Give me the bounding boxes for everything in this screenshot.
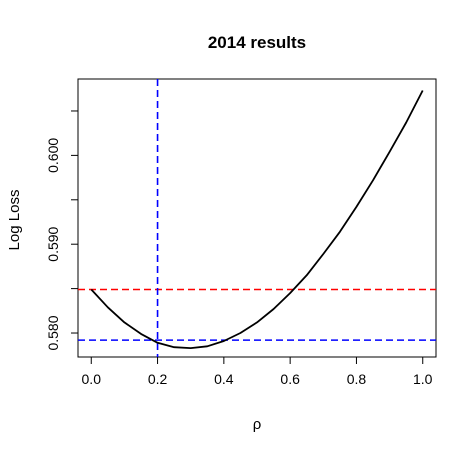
y-tick-label: 0.580 (45, 315, 61, 350)
chart-title: 2014 results (208, 33, 306, 52)
x-axis-label: ρ (253, 416, 262, 433)
y-axis-label: Log Loss (6, 190, 23, 251)
y-tick-label: 0.600 (45, 138, 61, 173)
x-tick-label: 0.0 (82, 371, 102, 387)
log-loss-curve (90, 90, 424, 350)
plot-frame (77, 78, 437, 358)
x-tick-label: 0.2 (148, 371, 168, 387)
y-tick-label: 0.590 (45, 226, 61, 261)
x-tick-label: 0.8 (347, 371, 367, 387)
x-tick-label: 1.0 (413, 371, 433, 387)
plot-area: 0.0 0.2 0.4 0.6 0.8 1.0 0.580 0.590 0.600 (45, 78, 437, 387)
x-tick-label: 0.4 (214, 371, 234, 387)
x-tick-label: 0.6 (280, 371, 300, 387)
